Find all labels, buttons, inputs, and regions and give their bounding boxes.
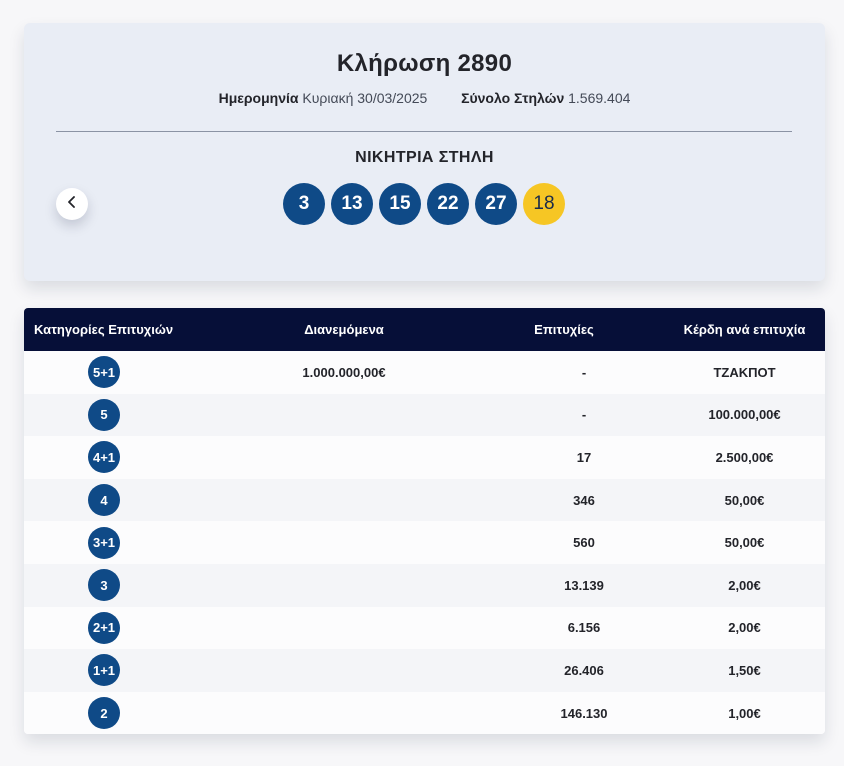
winning-number-ball: 22 (427, 183, 469, 225)
table-row: 3+1 560 50,00€ (24, 521, 825, 564)
table-row: 2+1 6.156 2,00€ (24, 606, 825, 650)
header-prize: Κέρδη ανά επιτυχία (683, 322, 806, 337)
winning-number-ball: 13 (331, 183, 373, 225)
columns-value: 1.569.404 (568, 90, 631, 106)
category-badge: 2 (88, 697, 120, 730)
columns-label: Σύνολο Στηλών (461, 90, 565, 106)
winning-number-ball: 3 (283, 183, 325, 225)
distributed-cell: 1.000.000,00€ (302, 364, 386, 380)
winners-cell: 17 (576, 449, 592, 465)
table-row: 1+1 26.406 1,50€ (24, 649, 825, 692)
prize-cell: 50,00€ (724, 492, 765, 508)
prize-cell: 2.500,00€ (715, 449, 774, 465)
winners-cell: - (581, 407, 587, 423)
winners-cell: - (581, 364, 587, 380)
prize-cell: ΤΖΑΚΠΟΤ (713, 364, 776, 380)
winners-cell: 6.156 (567, 620, 601, 636)
table-row: 3 13.139 2,00€ (24, 563, 825, 607)
winners-cell: 346 (573, 492, 595, 508)
draw-title: Κλήρωση 2890 (336, 50, 513, 77)
category-badge: 5+1 (88, 356, 120, 389)
category-badge: 1+1 (88, 654, 120, 687)
date-value: Κυριακή 30/03/2025 (302, 90, 428, 106)
category-badge: 5 (88, 398, 120, 431)
draw-meta: Ημερομηνία Κυριακή 30/03/2025 Σύνολο Στη… (24, 90, 825, 106)
date-label: Ημερομηνία (218, 90, 299, 106)
category-badge: 2+1 (88, 611, 120, 644)
category-badge: 4 (88, 484, 120, 517)
header-winners: Επιτυχίες (534, 322, 594, 337)
category-badge: 3+1 (88, 526, 120, 559)
prize-cell: 2,00€ (728, 577, 761, 593)
header-distributed: Διανεμόμενα (304, 322, 384, 337)
winners-cell: 560 (573, 535, 595, 551)
winning-numbers: 3 13 15 22 27 18 (283, 183, 565, 225)
prize-table: Κατηγορίες Επιτυχιών Διανεμόμενα Επιτυχί… (24, 308, 825, 734)
winning-number-ball: 27 (475, 183, 517, 225)
joker-number-ball: 18 (523, 183, 565, 225)
prize-cell: 100.000,00€ (708, 407, 781, 423)
table-row: 5 - 100.000,00€ (24, 393, 825, 437)
table-row: 2 146.130 1,00€ (24, 691, 825, 734)
winners-cell: 26.406 (564, 662, 604, 678)
header-category: Κατηγορίες Επιτυχιών (34, 322, 174, 337)
table-row: 4+1 17 2.500,00€ (24, 436, 825, 479)
prize-cell: 2,00€ (728, 620, 761, 636)
prize-cell: 1,00€ (728, 705, 761, 721)
divider (56, 131, 792, 132)
category-badge: 3 (88, 569, 120, 602)
winners-cell: 146.130 (560, 705, 608, 721)
category-badge: 4+1 (88, 441, 120, 474)
chevron-left-icon (67, 195, 77, 213)
prize-cell: 50,00€ (724, 535, 765, 551)
table-row: 4 346 50,00€ (24, 478, 825, 522)
winning-number-ball: 15 (379, 183, 421, 225)
previous-draw-button[interactable] (56, 188, 88, 220)
table-header-row: Κατηγορίες Επιτυχιών Διανεμόμενα Επιτυχί… (24, 308, 825, 351)
winning-column-title: ΝΙΚΗΤΡΙΑ ΣΤΗΛΗ (355, 149, 494, 166)
winners-cell: 13.139 (564, 577, 604, 593)
prize-cell: 1,50€ (728, 662, 761, 678)
table-row: 5+1 1.000.000,00€ - ΤΖΑΚΠΟΤ (24, 351, 825, 394)
draw-summary-card: Κλήρωση 2890 Ημερομηνία Κυριακή 30/03/20… (24, 23, 825, 281)
